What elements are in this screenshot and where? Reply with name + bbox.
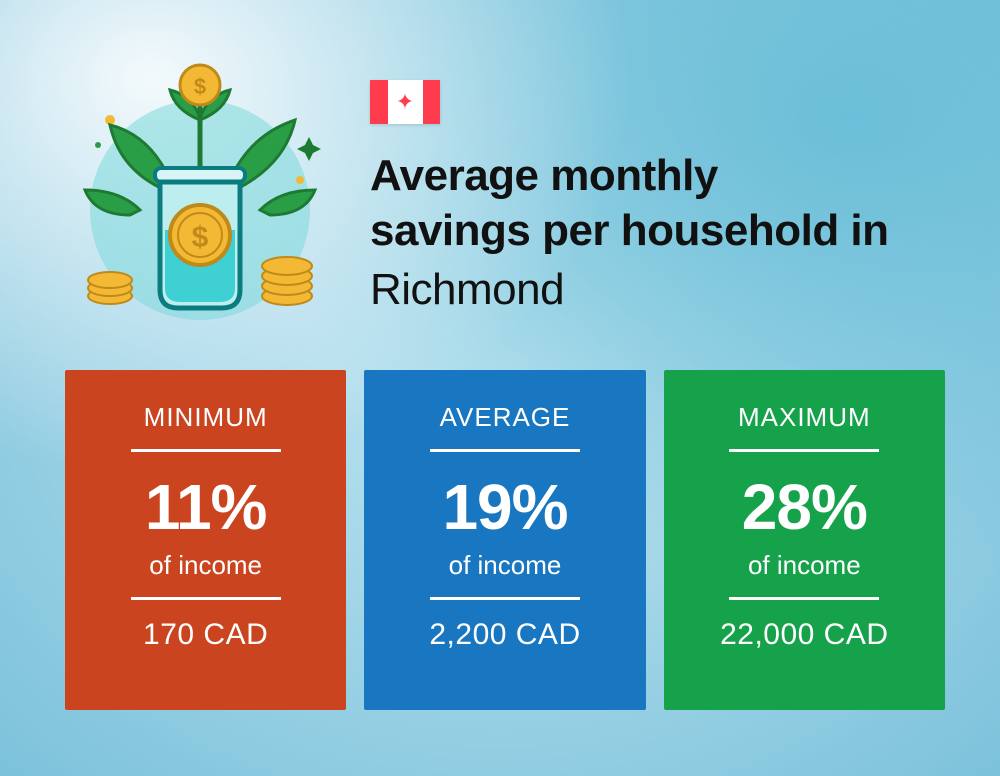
- header: $ $ ✦ Average monthly savings per househ…: [0, 0, 1000, 330]
- svg-text:$: $: [192, 221, 209, 254]
- card-label: AVERAGE: [440, 402, 571, 433]
- card-amount: 170 CAD: [143, 618, 268, 652]
- title-line-1: Average monthly: [370, 151, 718, 200]
- card-label: MAXIMUM: [738, 402, 871, 433]
- title-block: ✦ Average monthly savings per household …: [370, 50, 889, 317]
- card-percent: 28%: [742, 470, 867, 544]
- card-percent: 11%: [145, 470, 267, 544]
- divider: [131, 597, 281, 600]
- page-title: Average monthly savings per household in…: [370, 148, 889, 317]
- card-percent: 19%: [442, 470, 567, 544]
- card-subtext: of income: [149, 550, 262, 581]
- card-amount: 2,200 CAD: [429, 618, 580, 652]
- divider: [131, 449, 281, 452]
- svg-text:$: $: [194, 74, 206, 99]
- city-name: Richmond: [370, 262, 889, 317]
- stat-card-average: AVERAGE 19% of income 2,200 CAD: [364, 370, 645, 710]
- divider: [729, 449, 879, 452]
- divider: [430, 449, 580, 452]
- canada-flag-icon: ✦: [370, 80, 440, 124]
- stat-card-minimum: MINIMUM 11% of income 170 CAD: [65, 370, 346, 710]
- card-subtext: of income: [748, 550, 861, 581]
- card-amount: 22,000 CAD: [720, 618, 888, 652]
- divider: [430, 597, 580, 600]
- card-subtext: of income: [449, 550, 562, 581]
- divider: [729, 597, 879, 600]
- stat-card-maximum: MAXIMUM 28% of income 22,000 CAD: [664, 370, 945, 710]
- title-line-2: savings per household in: [370, 206, 889, 255]
- card-label: MINIMUM: [144, 402, 268, 433]
- savings-jar-illustration: $ $: [70, 50, 330, 330]
- stat-cards-row: MINIMUM 11% of income 170 CAD AVERAGE 19…: [0, 330, 1000, 710]
